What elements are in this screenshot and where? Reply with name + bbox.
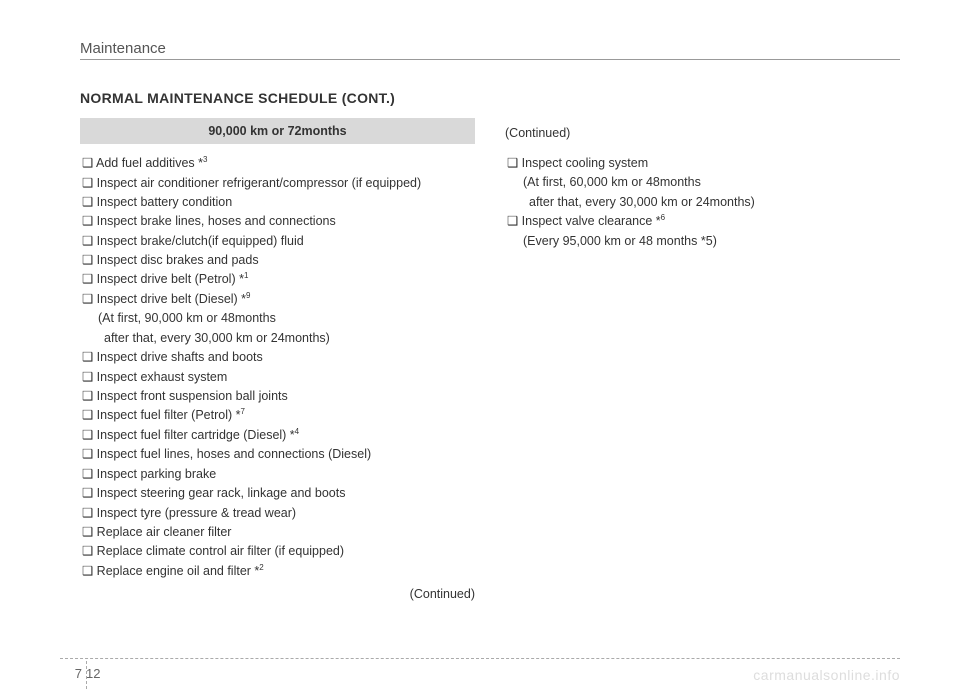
list-item: ❑ Inspect fuel filter (Petrol) *7: [80, 406, 475, 426]
page-container: Maintenance NORMAL MAINTENANCE SCHEDULE …: [0, 0, 960, 621]
list-item: ❑ Inspect exhaust system: [80, 368, 475, 387]
list-item: ❑ Inspect steering gear rack, linkage an…: [80, 484, 475, 503]
right-item-list: ❑ Inspect cooling system(At first, 60,00…: [505, 154, 900, 251]
right-continued-label: (Continued): [505, 126, 900, 140]
content-columns: 90,000 km or 72months ❑ Add fuel additiv…: [80, 118, 900, 601]
list-item: ❑ Replace air cleaner filter: [80, 523, 475, 542]
right-column: (Continued) ❑ Inspect cooling system(At …: [505, 118, 900, 601]
footer-divider: [60, 658, 900, 661]
list-item: (At first, 60,000 km or 48months: [505, 173, 900, 192]
page-number-value: 12: [86, 666, 100, 681]
list-item: ❑ Inspect parking brake: [80, 465, 475, 484]
list-item: ❑ Add fuel additives *3: [80, 154, 475, 174]
list-item: ❑ Inspect drive belt (Petrol) *1: [80, 270, 475, 290]
left-column: 90,000 km or 72months ❑ Add fuel additiv…: [80, 118, 475, 601]
list-item: ❑ Inspect front suspension ball joints: [80, 387, 475, 406]
list-item: ❑ Inspect drive shafts and boots: [80, 348, 475, 367]
list-item: ❑ Inspect fuel lines, hoses and connecti…: [80, 445, 475, 464]
list-item: ❑ Inspect tyre (pressure & tread wear): [80, 504, 475, 523]
schedule-title: NORMAL MAINTENANCE SCHEDULE (CONT.): [80, 90, 900, 106]
list-item: ❑ Replace climate control air filter (if…: [80, 542, 475, 561]
list-item: ❑ Inspect battery condition: [80, 193, 475, 212]
interval-header: 90,000 km or 72months: [80, 118, 475, 144]
list-item: ❑ Replace engine oil and filter *2: [80, 562, 475, 582]
list-item: ❑ Inspect air conditioner refrigerant/co…: [80, 174, 475, 193]
left-continued-label: (Continued): [80, 587, 475, 601]
list-item: ❑ Inspect cooling system: [505, 154, 900, 173]
list-item: ❑ Inspect drive belt (Diesel) *9: [80, 290, 475, 310]
list-item: ❑ Inspect valve clearance *6: [505, 212, 900, 232]
list-item: after that, every 30,000 km or 24months): [505, 193, 900, 212]
watermark: carmanualsonline.info: [753, 667, 900, 683]
page-number: 7 12: [68, 666, 100, 681]
list-item: (At first, 90,000 km or 48months: [80, 309, 475, 328]
list-item: ❑ Inspect brake/clutch(if equipped) flui…: [80, 232, 475, 251]
list-item: (Every 95,000 km or 48 months *5): [505, 232, 900, 251]
left-item-list: ❑ Add fuel additives *3❑ Inspect air con…: [80, 154, 475, 581]
list-item: ❑ Inspect fuel filter cartridge (Diesel)…: [80, 426, 475, 446]
list-item: after that, every 30,000 km or 24months): [80, 329, 475, 348]
chapter-number: 7: [68, 666, 82, 681]
title-underline: [80, 59, 900, 60]
list-item: ❑ Inspect disc brakes and pads: [80, 251, 475, 270]
list-item: ❑ Inspect brake lines, hoses and connect…: [80, 212, 475, 231]
section-title: Maintenance: [80, 40, 166, 60]
